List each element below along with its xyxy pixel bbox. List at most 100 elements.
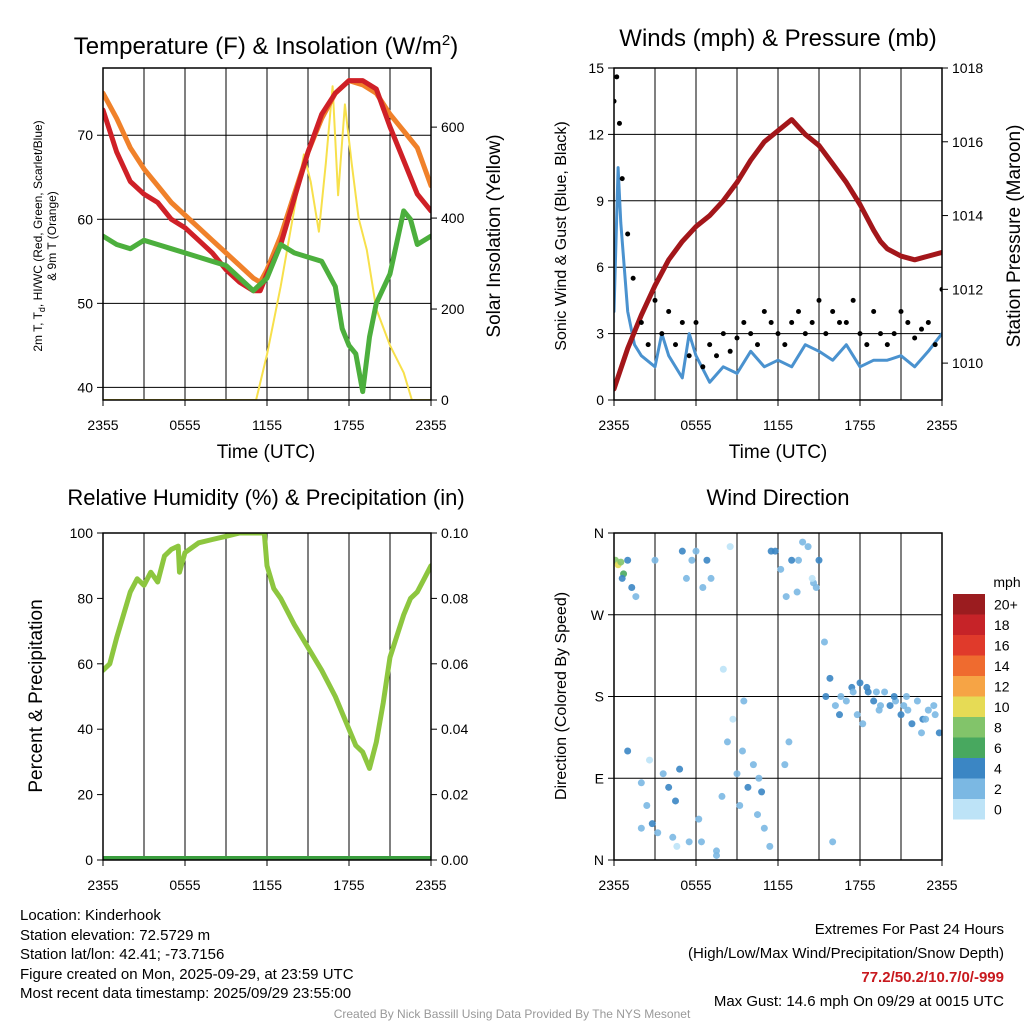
direction-point: [785, 738, 793, 746]
direction-point: [632, 593, 640, 601]
direction-point: [870, 697, 878, 705]
legend-label: 0: [994, 801, 1002, 817]
gust-point: [843, 320, 849, 326]
recent-data-timestamp: Most recent data timestamp: 2025/09/29 2…: [20, 985, 352, 1003]
direction-point: [767, 547, 775, 555]
legend-label: 2: [994, 781, 1002, 797]
dir-chart-title: Wind Direction: [706, 485, 849, 510]
temp-series-group: [103, 78, 431, 400]
direction-point: [669, 833, 677, 841]
wind-x-axis-label: Time (UTC): [729, 442, 828, 463]
gust-point: [898, 308, 904, 314]
legend-label: 20+: [994, 596, 1018, 612]
gust-point: [614, 74, 620, 80]
x-tick-label: 2355: [598, 877, 629, 893]
gust-point: [768, 320, 774, 326]
direction-point: [646, 756, 654, 764]
direction-point: [643, 802, 651, 809]
gust-point: [619, 176, 625, 182]
y2-tick-label: 0.06: [441, 656, 468, 672]
direction-point: [713, 847, 720, 855]
direction-point: [754, 811, 761, 819]
y2-tick-label: 200: [441, 301, 465, 317]
y2-tick-label: 600: [441, 119, 465, 135]
gust-point: [782, 342, 788, 348]
direction-point: [808, 574, 816, 582]
direction-point: [628, 584, 636, 591]
direction-chart: 2355 0555 1155 1755 2355 N E S W N: [591, 525, 958, 893]
y-tick-label: W: [591, 607, 605, 623]
gust-point: [878, 331, 883, 337]
y-tick-label: 6: [596, 259, 604, 275]
direction-point: [729, 715, 737, 723]
direction-point: [795, 556, 802, 564]
x-tick-label: 2355: [87, 877, 118, 893]
direction-point: [863, 683, 871, 691]
direction-point: [918, 729, 925, 737]
legend-label: 10: [994, 699, 1010, 715]
direction-point: [703, 556, 711, 564]
direction-point: [853, 711, 861, 719]
station-info: Location: Kinderhook Station elevation: …: [20, 906, 354, 1004]
rh-left-axis-label: Percent & Precipitation: [26, 599, 47, 792]
x-tick-label: 1155: [252, 417, 282, 433]
gust-point: [652, 297, 658, 303]
station-pressure-line: [614, 117, 942, 392]
direction-point: [829, 838, 837, 846]
x-tick-label: 2355: [926, 417, 957, 433]
rh-chart: 2355 0555 1155 1755 2355 0 20 40 60 80 100 0.00 0.02…: [70, 525, 469, 893]
gust-point: [789, 320, 795, 326]
dewpoint-line: [103, 208, 431, 395]
direction-point: [886, 702, 894, 710]
gust-point: [919, 326, 924, 332]
gust-point: [707, 342, 713, 348]
gust-point: [912, 335, 918, 341]
legend-label: 12: [994, 678, 1010, 694]
rh-series-group: [103, 533, 431, 860]
wind-chart-title: Winds (mph) & Pressure (mb): [619, 25, 936, 52]
legend-swatch: [953, 594, 985, 615]
y-tick-label: 100: [70, 525, 94, 541]
y2-tick-label: 0.00: [441, 852, 468, 868]
y-tick-label: E: [595, 770, 604, 786]
x-tick-label: 1755: [333, 877, 364, 893]
gust-point: [891, 331, 897, 337]
gust-point: [638, 320, 644, 326]
x-tick-label: 1755: [333, 417, 364, 433]
x-tick-label: 2355: [87, 417, 118, 433]
extremes-values: 77.2/50.2/10.7/0/-999: [861, 969, 1004, 986]
speed-legend: 20+ 18 16 14 12 10 8 6 4 2 0: [953, 594, 1018, 820]
direction-point: [682, 574, 690, 582]
extremes-subheading: (High/Low/Max Wind/Precipitation/Snow De…: [688, 945, 1004, 962]
direction-point: [624, 747, 632, 755]
gust-point: [727, 348, 733, 354]
legend-swatch: [953, 635, 985, 656]
gust-point: [857, 331, 863, 337]
sonic-wind-line: [614, 166, 942, 384]
direction-point: [908, 720, 916, 728]
y2-tick-label: 0.02: [441, 787, 468, 803]
direction-point: [812, 584, 820, 591]
figure-created: Figure created on Mon, 2025-09-29, at 23…: [20, 965, 354, 983]
gust-point: [693, 320, 699, 326]
temp-x-axis-label: Time (UTC): [217, 442, 316, 463]
gust-point: [686, 353, 692, 359]
x-tick-label: 1755: [844, 417, 875, 433]
direction-point: [849, 688, 857, 696]
wind-chart: 2355 0555 1155 1755 2355 0 3 6 9 12 15 1010 1012 1014…: [588, 60, 983, 433]
gust-point: [830, 308, 836, 314]
legend-label: 14: [994, 658, 1010, 674]
gust-point: [679, 320, 685, 326]
direction-point: [822, 693, 830, 700]
direction-point: [678, 547, 686, 555]
y-tick-label: 20: [77, 787, 93, 803]
gust-point: [884, 342, 890, 348]
y2-tick-label: 0: [441, 392, 449, 408]
direction-point: [820, 638, 828, 646]
gust-point: [630, 275, 636, 281]
legend-swatch: [953, 655, 985, 676]
svg-text:2m T, Td, HI/WC (Red, Green, S: 2m T, Td, HI/WC (Red, Green, Scarlet/Blu…: [31, 120, 47, 351]
legend-swatch: [953, 778, 985, 799]
extremes-heading: Extremes For Past 24 Hours: [814, 921, 1004, 938]
x-tick-label: 1155: [252, 877, 282, 893]
